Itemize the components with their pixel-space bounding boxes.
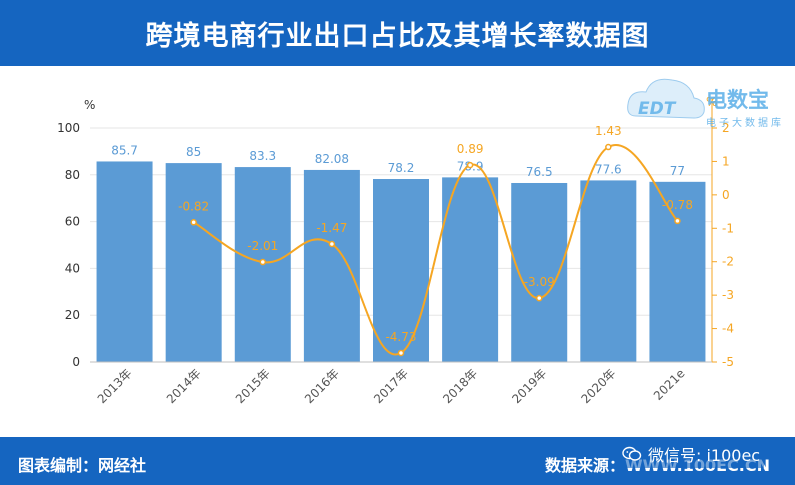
left-tick-label: 0 [72, 355, 80, 369]
left-tick-label: 20 [65, 308, 80, 322]
page-title: 跨境电商行业出口占比及其增长率数据图 [145, 20, 650, 52]
x-tick-label-0: 2013年 [95, 366, 135, 406]
logo-mark: EDT [638, 99, 677, 119]
x-tick-label-7: 2020年 [578, 366, 618, 406]
bar-4 [373, 179, 429, 362]
growth-label-4: -4.73 [385, 330, 416, 344]
x-tick-label-8: 2021e [651, 366, 688, 403]
bar-7 [580, 180, 637, 362]
bar-label-8: 77 [670, 164, 685, 178]
right-tick-label: 2 [722, 121, 730, 135]
left-tick-label: 60 [65, 215, 80, 229]
left-tick-label: 100 [57, 121, 80, 135]
bar-1 [165, 163, 222, 362]
logo-sub: 电子大数据库 [706, 116, 784, 129]
growth-point-2 [259, 258, 267, 266]
x-tick-label-6: 2019年 [509, 366, 549, 406]
growth-point-5 [466, 161, 474, 169]
logo-brand: 电数宝 [706, 88, 769, 112]
x-tick-label-1: 2014年 [164, 366, 204, 406]
x-tick-label-4: 2017年 [371, 366, 411, 406]
growth-label-6: -3.09 [524, 275, 555, 289]
right-tick-label: -4 [722, 322, 734, 336]
right-tick-label: -1 [722, 221, 734, 235]
growth-point-3 [328, 240, 336, 248]
growth-label-7: 1.43 [595, 124, 622, 138]
right-tick-label: -3 [722, 288, 734, 302]
bar-8 [649, 181, 706, 362]
footer-credit: 图表编制：网经社 [18, 456, 147, 475]
logo-cloud-shape [627, 78, 705, 119]
bar-3 [303, 169, 360, 362]
wechat-id: 微信号: i100ec [648, 446, 761, 465]
bar-label-1: 85 [186, 145, 201, 159]
growth-point-6 [535, 294, 543, 302]
bar-label-3: 82.08 [315, 152, 349, 166]
bar-label-4: 78.2 [388, 161, 415, 175]
bar-5 [442, 177, 499, 362]
right-axis-unit: % [706, 95, 717, 109]
growth-label-8: -0.78 [662, 198, 693, 212]
growth-label-2: -2.01 [247, 239, 278, 253]
growth-label-1: -0.82 [178, 199, 209, 213]
growth-point-8 [674, 217, 681, 225]
growth-point-7 [605, 143, 612, 151]
wechat-icon [622, 446, 642, 461]
right-tick-label: -2 [722, 255, 734, 269]
bar-0 [96, 161, 153, 362]
bar-label-6: 76.5 [526, 165, 553, 179]
x-tick-label-2: 2015年 [233, 366, 273, 406]
growth-line [193, 143, 679, 356]
chart: 0 20 40 60 80 100% -5 -4 -3 -2 -1 0 1 2% 85.7 85 83.3 82.… [57, 78, 784, 406]
bar-label-0: 85.7 [111, 143, 138, 157]
right-tick-label: 0 [722, 188, 730, 202]
growth-label-5: 0.89 [457, 142, 484, 156]
left-axis-unit: % [84, 98, 95, 112]
right-tick-label: -5 [722, 355, 734, 369]
growth-point-1 [190, 219, 197, 226]
growth-point-4 [397, 349, 405, 357]
left-tick-label: 80 [65, 168, 80, 182]
x-tick-label-5: 2018年 [440, 366, 480, 406]
right-tick-label: 1 [722, 154, 730, 168]
left-tick-label: 40 [65, 261, 80, 275]
growth-label-3: -1.47 [316, 221, 347, 235]
title-bar: 跨境电商行业出口占比及其增长率数据图 [0, 0, 795, 66]
bar-label-7: 77.6 [595, 162, 622, 176]
wechat-badge: 微信号: i100ec [618, 440, 765, 468]
bar-label-2: 83.3 [249, 149, 276, 163]
x-tick-label-3: 2016年 [302, 366, 342, 406]
